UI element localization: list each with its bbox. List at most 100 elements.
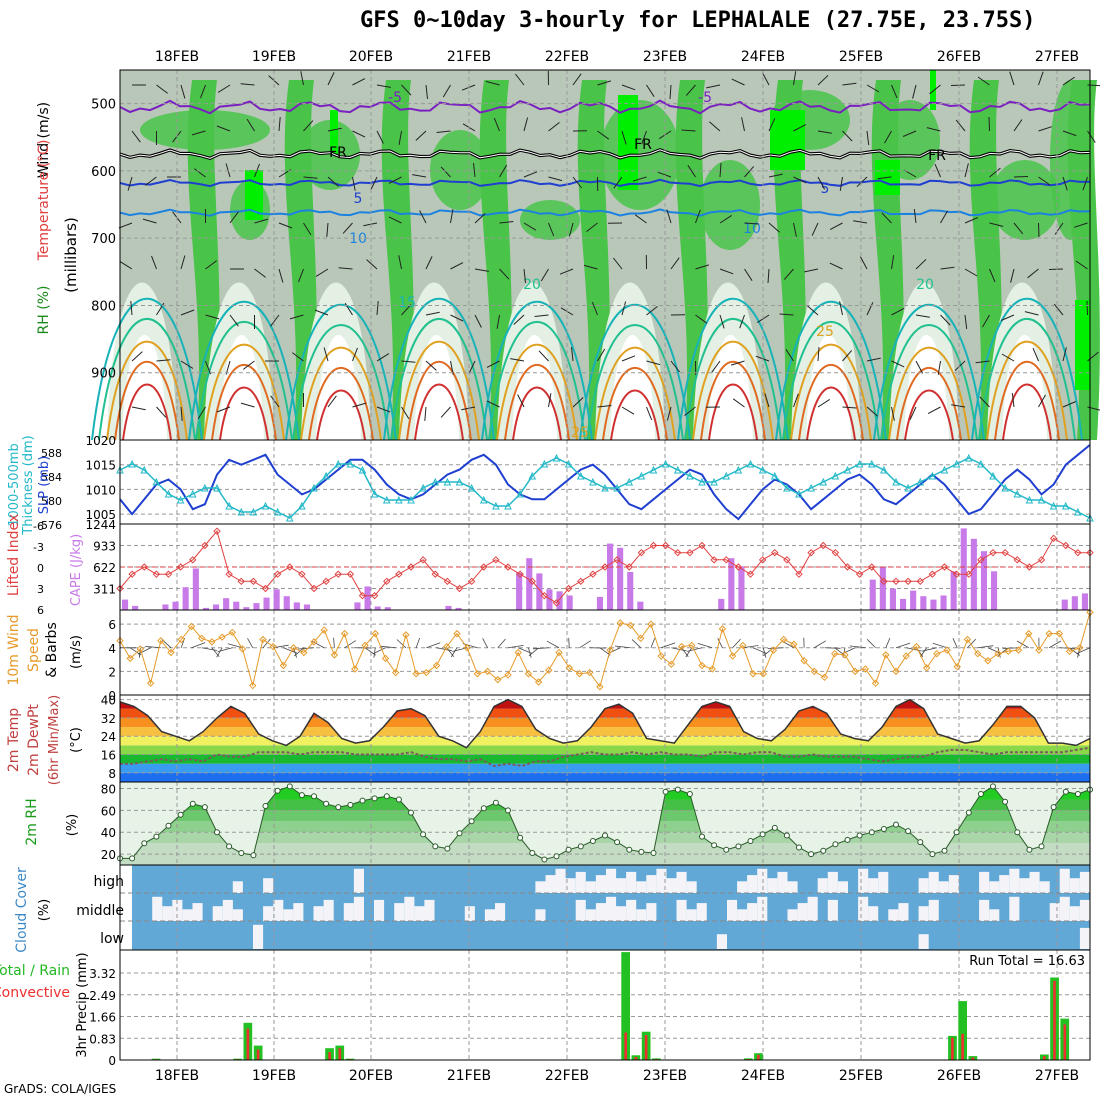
li-point: [928, 570, 937, 578]
wind-barb: [932, 642, 948, 649]
wind-barb: [461, 406, 476, 411]
li-point: [564, 584, 573, 593]
temp-contour-warm: [203, 343, 285, 441]
wind-barb: [415, 637, 421, 648]
cloud-cell: [938, 881, 949, 893]
precip-convective-bar: [644, 1035, 648, 1060]
wind-barb: [180, 406, 183, 421]
wind-barb: [964, 163, 969, 178]
cloud-cell: [263, 878, 274, 893]
unit-label: (°C): [69, 727, 84, 753]
wind-speed-point: [249, 681, 257, 690]
temp-contour-warm: [91, 297, 203, 441]
wind-barb: [1062, 76, 1075, 86]
cloud-cell: [575, 899, 586, 921]
temp-contour-warm: [880, 323, 978, 441]
wind-barb: [829, 222, 843, 231]
rh-point: [541, 856, 548, 863]
left-legend-label: Speed: [26, 628, 42, 672]
wind-barb: [145, 176, 157, 186]
wind-barb: [685, 84, 696, 96]
li-point: [868, 563, 876, 571]
rh-moist-band: [381, 80, 414, 440]
cloud-cell: [636, 909, 647, 921]
wind-barb: [817, 346, 820, 362]
left-legend-label: Thickness (dm): [21, 435, 36, 535]
wind-barb: [783, 268, 794, 280]
temp-contour-warm: [986, 340, 1068, 441]
wind-speed-point: [136, 645, 145, 653]
cape-bar: [566, 595, 573, 610]
cloud-cell: [676, 899, 687, 921]
x-tick-label-top: 23FEB: [643, 49, 687, 65]
cape-bar: [900, 598, 907, 610]
wind-barb: [227, 643, 243, 649]
li-point: [892, 577, 900, 586]
run-total-label: Run Total = 16.63: [969, 954, 1085, 969]
wind-barb: [719, 314, 725, 329]
wind-barb: [523, 268, 526, 283]
wind-barb: [366, 259, 378, 270]
temp-contour-warm: [406, 360, 472, 441]
wind-barb: [940, 210, 948, 224]
wind-barb: [1062, 130, 1077, 137]
cape-bar: [364, 586, 371, 610]
thickness-point: [285, 513, 294, 522]
wind-barb: [229, 211, 239, 224]
wind-barb: [548, 122, 560, 132]
wind-barb: [955, 119, 966, 132]
precip-panel: 0 0.83 1.66 2.49 3.32 18FEB 19FEB 20FEB 21FEB 22F…: [0, 950, 1090, 1084]
cloud-cell: [918, 906, 929, 921]
cape-bar: [1081, 593, 1088, 610]
li-point: [286, 563, 294, 571]
cloud-cell: [878, 871, 889, 893]
wind-barb: [493, 117, 500, 132]
wind-barb: [804, 268, 819, 273]
li-point: [298, 570, 306, 578]
thickness-point: [807, 483, 815, 492]
wind-barb: [342, 222, 353, 234]
wind-barb: [744, 166, 755, 178]
wind-barb: [197, 406, 206, 420]
y-tick-label: 700: [91, 232, 116, 247]
temp-line: [119, 698, 1091, 749]
rh-point: [153, 833, 160, 840]
cloud-cell: [646, 875, 657, 893]
temp-contour-warm: [398, 340, 480, 441]
wind-barb: [376, 301, 379, 316]
wind-barb: [572, 73, 582, 86]
cloud-cell: [1069, 878, 1080, 893]
cape-bar: [738, 566, 745, 610]
wind-barb: [1069, 647, 1080, 656]
wind-barb: [866, 639, 876, 649]
wind-speed-point: [218, 633, 226, 641]
wind-barb: [1032, 347, 1039, 362]
rh-dry-core: [1002, 335, 1047, 440]
thickness-point: [261, 501, 270, 510]
wind-barb: [975, 360, 990, 364]
wind-speed-point: [1035, 646, 1043, 654]
cloud-cell: [1079, 899, 1090, 921]
li-point: [504, 563, 512, 571]
cloud-cell: [484, 909, 495, 921]
wind-barb: [118, 222, 133, 229]
cape-bar: [536, 573, 543, 610]
wind-barb: [1053, 303, 1064, 316]
wind-barb: [376, 130, 384, 144]
wind-barb: [240, 83, 255, 86]
wind-barb: [661, 642, 676, 649]
cloud-row-label: low: [100, 931, 124, 947]
wind-barb: [768, 173, 783, 178]
cloud-cell: [404, 896, 415, 921]
wind-barb: [997, 647, 1001, 658]
rh-dry-core: [122, 335, 167, 440]
thickness-point: [140, 465, 149, 474]
rh-point: [420, 831, 427, 838]
wind-barb: [200, 84, 206, 99]
wind-barb: [338, 267, 353, 270]
wind-barb: [631, 639, 642, 649]
wind-barb: [866, 84, 880, 93]
rh-point: [868, 829, 875, 836]
cloud-cell: [545, 875, 556, 893]
unit-label: (m/s): [69, 635, 84, 669]
